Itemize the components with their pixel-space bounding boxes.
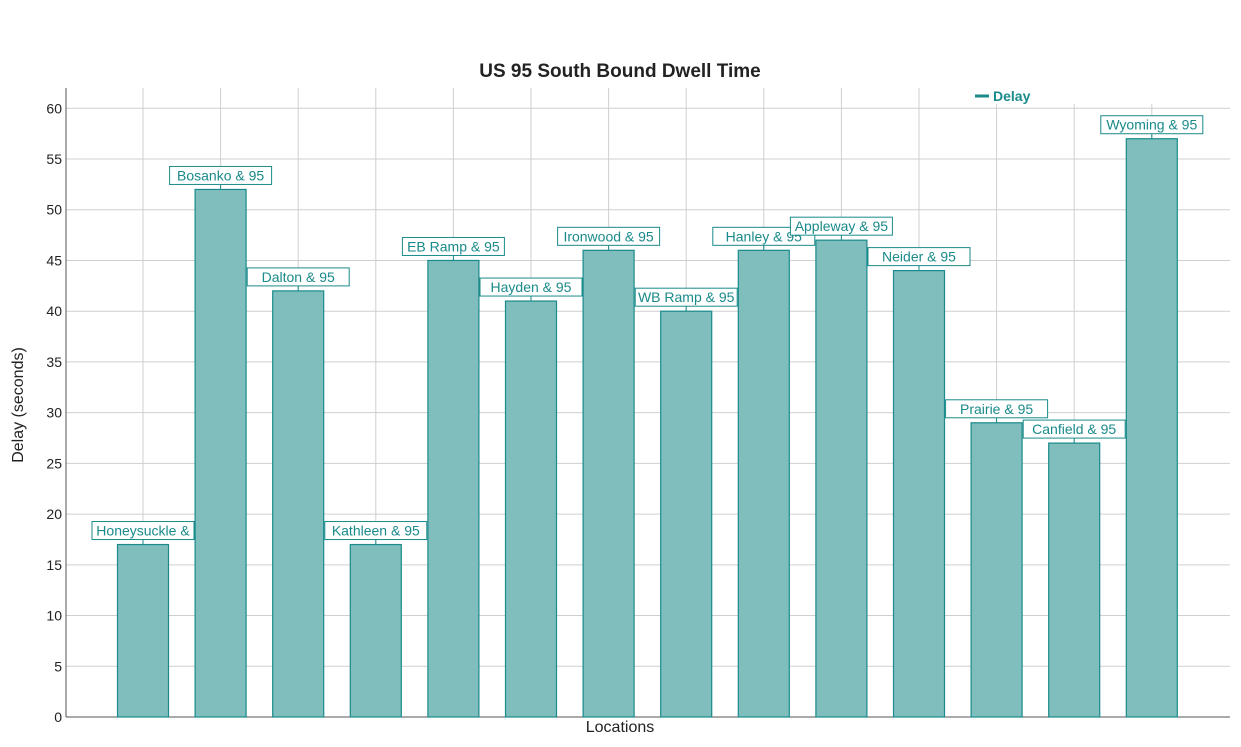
data-label-box: [1100, 115, 1204, 135]
y-tick-label: 35: [46, 354, 62, 370]
data-label-box: [479, 277, 583, 297]
data-label: Appleway & 95: [795, 218, 889, 234]
data-label-box: [557, 226, 661, 246]
bars: [116, 138, 1178, 718]
y-tick-label: 20: [46, 506, 62, 522]
data-label: Wyoming & 95: [1106, 117, 1197, 133]
bar[interactable]: [970, 422, 1023, 718]
data-label: Ironwood & 95: [563, 228, 653, 244]
y-tick-label: 60: [46, 100, 62, 116]
legend-item-delay: Delay: [993, 88, 1031, 104]
data-label: Kathleen & 95: [332, 523, 420, 539]
bar[interactable]: [892, 270, 946, 718]
y-tick-label: 55: [46, 151, 62, 167]
bar[interactable]: [349, 543, 402, 718]
bar[interactable]: [427, 259, 480, 718]
bar[interactable]: [194, 188, 247, 718]
chart-title: US 95 South Bound Dwell Time: [479, 61, 761, 82]
data-label-box: [246, 267, 350, 287]
data-label-box: [867, 247, 971, 267]
y-tick-label: 40: [46, 303, 62, 319]
bar[interactable]: [582, 249, 635, 718]
y-tick-label: 0: [54, 709, 62, 725]
bar[interactable]: [116, 543, 170, 718]
y-tick-label: 45: [46, 252, 62, 268]
data-label-box: [945, 399, 1049, 419]
bar[interactable]: [504, 300, 558, 718]
data-label-box: [401, 236, 505, 256]
y-tick-label: 5: [54, 658, 62, 674]
y-tick-label: 50: [46, 202, 62, 218]
y-tick-label: 30: [46, 405, 62, 421]
x-axis-label: Locations: [586, 719, 655, 736]
data-label: Hayden & 95: [491, 279, 572, 295]
bar[interactable]: [815, 239, 868, 718]
data-label-box: [712, 226, 816, 246]
data-label-box: [91, 521, 195, 541]
legend[interactable]: Delay: [975, 88, 1031, 104]
data-label-box: [169, 165, 273, 185]
data-label: EB Ramp & 95: [407, 238, 500, 254]
axes: 0 5 10 15 20 25 30 35 40 45 50 55 60: [46, 88, 1230, 725]
y-axis-label: Delay (seconds): [10, 347, 27, 463]
data-label: Canfield & 95: [1032, 421, 1116, 437]
y-tick-label: 10: [46, 608, 62, 624]
data-label: Dalton & 95: [262, 269, 335, 285]
bar[interactable]: [737, 249, 790, 718]
data-label: Neider & 95: [882, 249, 956, 265]
data-label-box: [1022, 419, 1126, 439]
bar[interactable]: [1125, 138, 1178, 718]
data-label: Honeysuckle &: [96, 523, 190, 539]
data-label: WB Ramp & 95: [638, 289, 735, 305]
data-label: Hanley & 95: [726, 228, 802, 244]
bar[interactable]: [1048, 442, 1101, 718]
bar[interactable]: [272, 290, 325, 718]
data-label-box: [634, 287, 738, 307]
data-label-box: [324, 521, 428, 541]
data-label: Bosanko & 95: [177, 167, 264, 183]
y-tick-label: 25: [46, 455, 62, 471]
y-tick-label: 15: [46, 557, 62, 573]
bar[interactable]: [660, 310, 713, 718]
data-label-box: [789, 216, 893, 236]
data-label: Prairie & 95: [960, 401, 1033, 417]
data-labels: Honeysuckle & Bosanko & 95 Dalton & 95 Kath…: [91, 115, 1204, 545]
